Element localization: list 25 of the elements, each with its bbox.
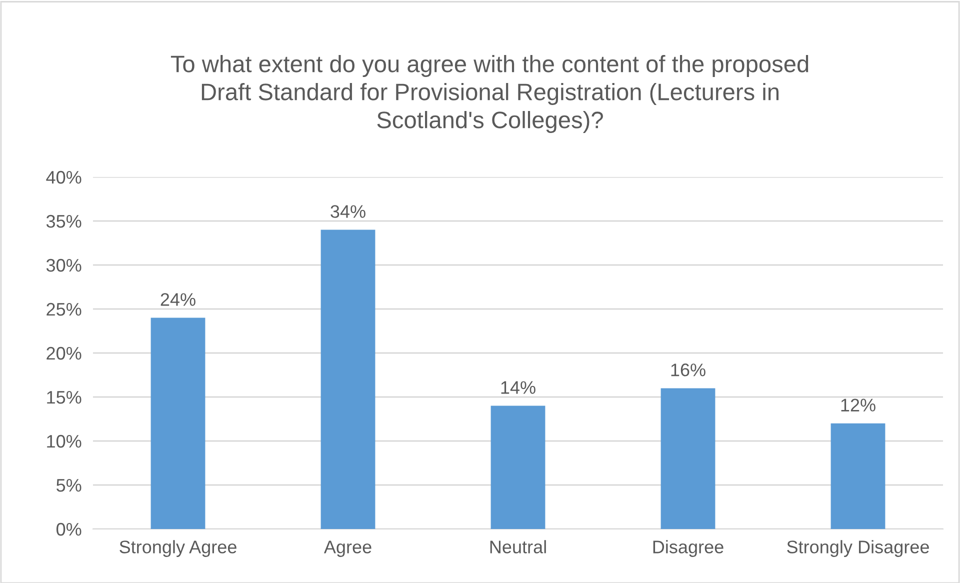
y-tick-label: 5% [56,479,82,492]
data-label: 16% [671,364,706,376]
y-tick-label: 20% [46,346,82,360]
x-tick-label: Agree [324,540,372,557]
data-label: 12% [841,398,876,412]
x-tick-label: Disagree [653,540,724,557]
bar [150,318,206,529]
y-tick-label: 30% [46,258,82,272]
y-tick-label: 25% [46,302,82,316]
y-tick-label: 40% [46,170,82,184]
data-label: 14% [501,381,536,394]
y-tick-label: 15% [47,391,82,404]
data-label: 24% [160,293,196,306]
chart-title: To what extent do you agree with the content of the proposed Draft Standard for Provisional Registration (Lecturers in Scotland's Colleges)? [170,55,808,134]
y-tick-label: 0% [56,522,82,536]
bar [320,230,376,529]
bar [660,388,716,529]
x-tick-label: Neutral [490,540,546,554]
bar [830,423,886,529]
x-tick-label: Strongly Agree [120,540,236,557]
data-label: 34% [330,205,366,218]
x-tick-label: Strongly Disagree [787,540,929,557]
bar [490,406,546,529]
y-tick-label: 10% [47,434,82,448]
y-tick-label: 35% [46,214,82,228]
